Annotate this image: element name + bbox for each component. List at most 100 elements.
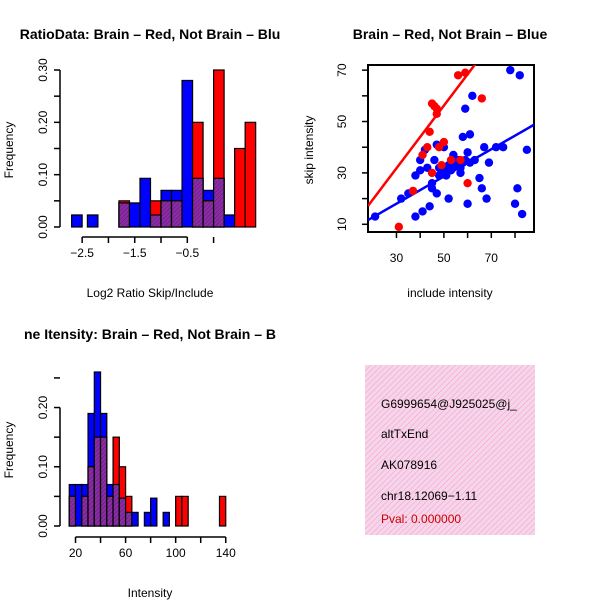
y-tick-label: 50 [335,115,349,129]
point-brain [456,155,465,165]
point-not-brain [515,71,524,80]
intensity-scatter-panel: Brain – Red, Not Brain – Blue 30 50 701030… [302,26,547,300]
bar-not-brain [71,214,83,228]
info-event-type: altTxEnd [381,427,428,441]
x-tick-label: −1.5 [123,246,147,260]
x-tick-label: 20 [69,546,83,560]
bar-overlap [212,177,225,228]
point-brain [418,150,427,160]
point-not-brain [411,212,420,221]
point-brain [461,68,470,77]
point-not-brain [458,132,468,142]
info-panel: G6999654@J925025@j_ altTxEnd AK078916 ch… [365,365,535,535]
point-brain [446,155,456,165]
point-not-brain [480,143,489,152]
intensity-histogram-bars [68,371,227,527]
bar-overlap [149,214,162,228]
point-not-brain [482,194,491,203]
bar-not-brain [131,511,139,527]
point-brain [453,71,463,80]
x-tick-label: 70 [485,251,499,265]
scatter-axes: 30 50 70 10 30 50 70 [335,63,516,265]
scatter-ylabel: skip intensity [302,116,316,185]
y-tick-label: 30 [335,166,349,180]
bar-overlap [191,177,204,228]
point-not-brain [425,202,434,211]
bar-brain [244,121,257,228]
bar-overlap [106,495,114,527]
fit-line-brain [368,65,477,207]
point-not-brain [418,207,427,216]
point-not-brain [397,194,406,203]
bar-overlap [112,483,120,527]
bar-brain [175,495,183,527]
info-accession: AK078916 [381,458,437,472]
y-tick-label: 0.00 [36,215,50,239]
bar-overlap [118,497,127,527]
point-not-brain [468,91,477,101]
bar-not-brain [150,497,158,527]
ratio-histogram-title: RatioData: Brain – Red, Not Brain – Blu [20,26,281,42]
y-tick-label: 70 [335,63,349,77]
point-not-brain [430,155,439,165]
point-not-brain [475,173,484,183]
ratio-histogram-panel: RatioData: Brain – Red, Not Brain – Blu … [2,26,280,300]
point-brain [439,137,449,147]
bar-not-brain [143,511,152,527]
point-not-brain [415,166,425,175]
info-pval: Pval: 0.000000 [381,512,461,526]
point-not-brain [470,155,479,165]
bar-overlap [202,200,215,228]
scatter-xlabel: include intensity [407,286,492,300]
bar-overlap [93,436,102,527]
bar-overlap [99,436,108,527]
point-not-brain [444,194,453,203]
point-not-brain [513,184,522,193]
bar-overlap [81,495,89,527]
point-not-brain [510,199,520,208]
point-not-brain [461,104,470,113]
bar-overlap [160,200,173,228]
bar-brain [218,495,227,527]
y-tick-label: 0.10 [36,163,50,187]
bar-not-brain [139,177,152,228]
intensity-histogram-title: ne Itensity: Brain – Red, Not Brain – B [24,326,276,342]
point-not-brain [456,168,465,178]
bar-overlap [170,200,183,228]
y-tick-label: 0.00 [36,514,50,538]
scatter-points [370,65,532,232]
info-panel-hatch [365,365,535,535]
x-tick-label: 100 [166,546,186,560]
point-not-brain [498,143,508,152]
bar-overlap [124,511,133,527]
x-tick-label: 30 [390,251,404,265]
y-tick-label: 0.20 [36,396,50,420]
y-tick-label: 10 [335,217,349,231]
bar-brain [234,147,246,228]
bar-not-brain [128,202,141,228]
point-not-brain [477,184,487,193]
point-brain [477,94,487,103]
point-not-brain [506,65,515,75]
point-not-brain [484,158,494,167]
x-tick-label: 60 [119,546,133,560]
point-brain [427,168,437,178]
x-tick-label: −2.5 [70,246,94,260]
x-tick-label: 50 [437,251,451,265]
ratio-histogram-axes: −2.5 −1.5 −0.5 0.00 0.10 0.20 0.30 [36,58,215,260]
y-tick-label: 0.30 [36,58,50,82]
point-not-brain [517,209,527,219]
intensity-histogram-panel: ne Itensity: Brain – Red, Not Brain – B … [2,326,276,600]
bar-overlap [118,202,131,228]
bar-brain [181,495,189,527]
y-tick-label: 0.20 [36,110,50,134]
point-brain [423,143,432,152]
point-brain [425,127,434,136]
ratio-histogram-ylabel: Frequency [2,122,16,179]
point-not-brain [463,148,472,157]
ratio-histogram-xlabel: Log2 Ratio Skip/Include [87,286,214,300]
point-not-brain [465,130,475,139]
ratio-histogram-bars [71,69,257,228]
point-brain [394,222,404,232]
